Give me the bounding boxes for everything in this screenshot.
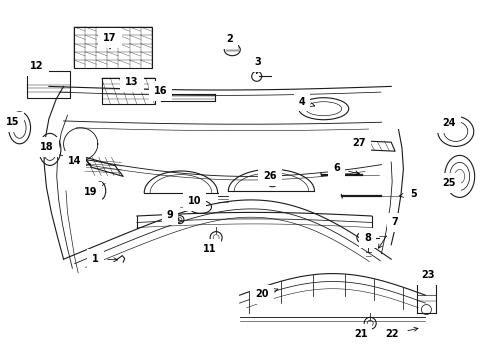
Text: 2: 2 xyxy=(226,34,233,44)
Text: 20: 20 xyxy=(255,289,277,300)
Text: 9: 9 xyxy=(166,210,179,220)
Text: 19: 19 xyxy=(83,186,97,197)
Text: 12: 12 xyxy=(30,61,44,72)
Text: 21: 21 xyxy=(353,329,367,339)
Text: 7: 7 xyxy=(378,217,398,248)
Text: 10: 10 xyxy=(187,196,201,206)
Text: 4: 4 xyxy=(298,96,314,107)
Text: 23: 23 xyxy=(420,270,434,280)
Text: 25: 25 xyxy=(441,178,455,188)
Text: 13: 13 xyxy=(120,77,139,89)
Text: 16: 16 xyxy=(153,86,172,96)
Text: 24: 24 xyxy=(441,118,455,129)
Text: 18: 18 xyxy=(40,142,54,152)
Text: 26: 26 xyxy=(263,171,276,181)
Text: 3: 3 xyxy=(254,57,261,74)
Text: 5: 5 xyxy=(399,189,416,199)
Text: 15: 15 xyxy=(6,117,20,127)
Text: 1: 1 xyxy=(92,254,118,264)
Text: 6: 6 xyxy=(332,163,359,175)
Text: 17: 17 xyxy=(103,33,117,49)
Text: 11: 11 xyxy=(202,243,216,254)
Text: 27: 27 xyxy=(352,138,366,148)
Text: 14: 14 xyxy=(67,156,90,166)
Text: 8: 8 xyxy=(364,233,370,243)
Text: 22: 22 xyxy=(385,327,417,339)
